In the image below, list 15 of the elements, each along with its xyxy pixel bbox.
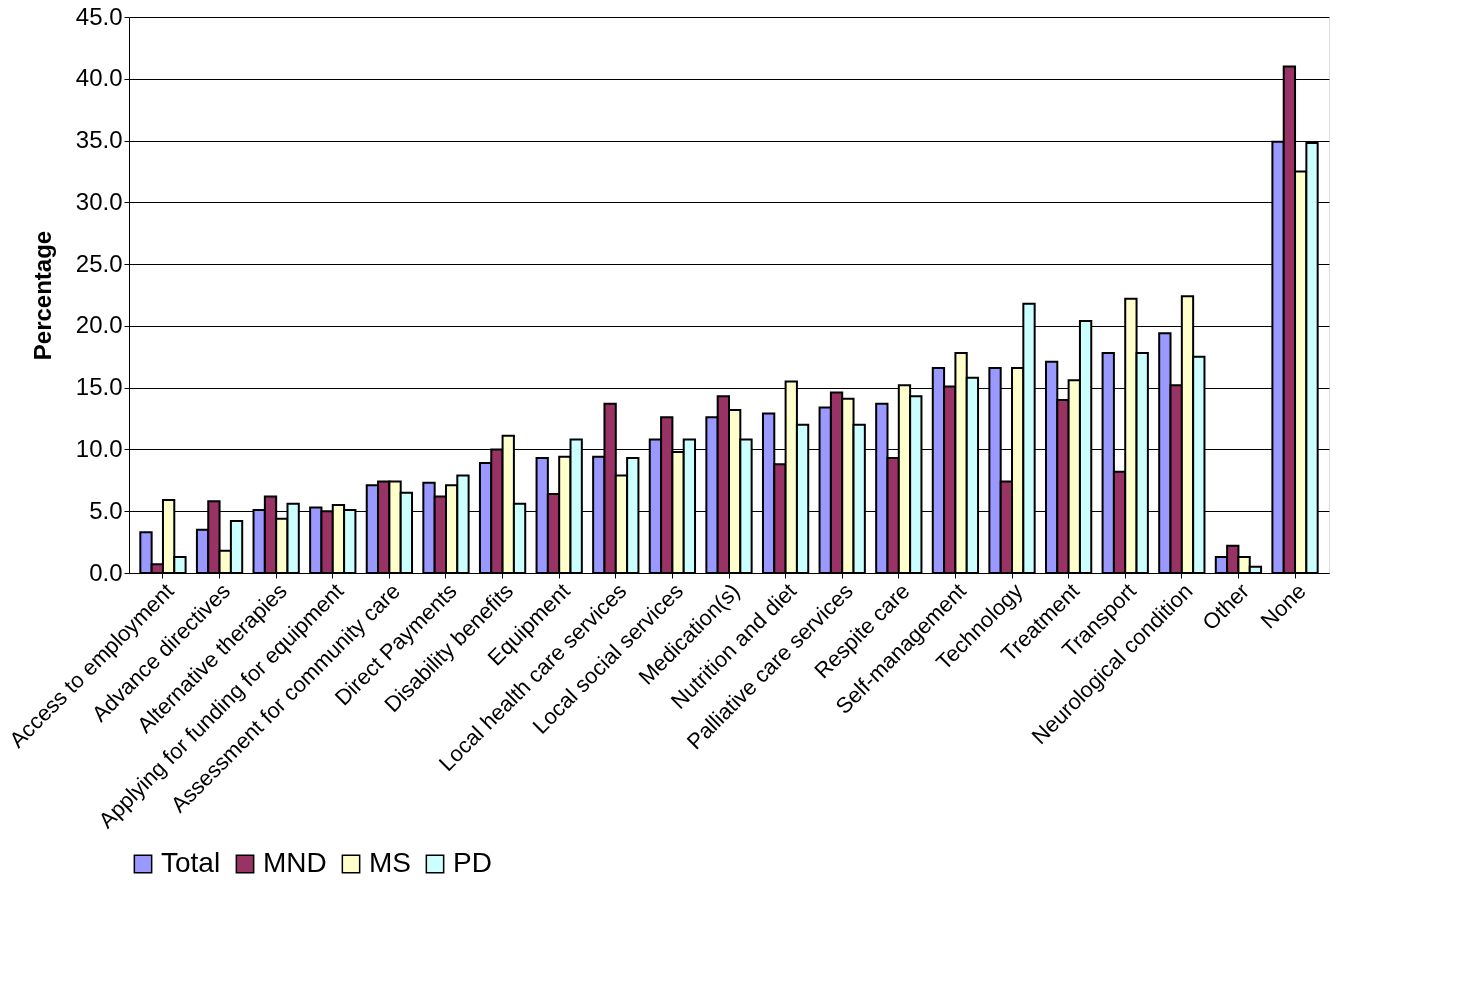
legend-label: MS bbox=[369, 847, 411, 878]
y-tick-label: 5.0 bbox=[89, 496, 123, 524]
y-tick-label: 40.0 bbox=[75, 64, 123, 92]
legend-label: Total bbox=[161, 847, 221, 878]
y-tick-label: 35.0 bbox=[75, 126, 123, 154]
y-tick-label: 45.0 bbox=[75, 2, 123, 30]
y-tick-label: 25.0 bbox=[75, 249, 123, 277]
y-tick-label: 30.0 bbox=[75, 187, 123, 215]
y-tick-label: 15.0 bbox=[75, 373, 123, 401]
y-tick-label: 10.0 bbox=[75, 434, 123, 462]
legend-label: MND bbox=[263, 847, 327, 878]
y-tick-label: 20.0 bbox=[75, 311, 123, 339]
y-axis-title: Percentage bbox=[28, 230, 56, 361]
legend-label: PD bbox=[453, 847, 492, 878]
y-tick-label: 0.0 bbox=[89, 558, 123, 586]
